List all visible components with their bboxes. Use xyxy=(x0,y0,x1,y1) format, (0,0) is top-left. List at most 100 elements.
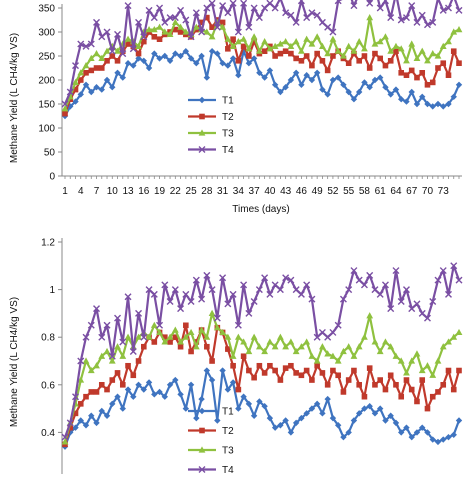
top-point-T4 xyxy=(103,28,111,36)
top-legend-marker-T3 xyxy=(198,129,206,136)
top-point-T2 xyxy=(408,67,415,74)
top-point-T4 xyxy=(255,14,263,22)
top-point-T3 xyxy=(271,42,279,49)
bottom-point-T2 xyxy=(88,389,95,395)
top-point-T2 xyxy=(345,60,352,66)
top-point-T2 xyxy=(225,46,231,52)
bottom-point-T4 xyxy=(66,419,74,427)
bottom-point-T2 xyxy=(225,346,231,352)
top-point-T2 xyxy=(398,70,405,76)
bottom-point-T4 xyxy=(324,333,332,341)
top-x-tick-label: 58 xyxy=(359,186,371,197)
top-point-T1 xyxy=(266,67,274,74)
bottom-point-T2 xyxy=(135,358,142,364)
top-point-T2 xyxy=(288,50,294,57)
bottom-point-T4 xyxy=(371,286,379,294)
top-point-T2 xyxy=(272,53,278,59)
top-point-T3 xyxy=(103,47,111,54)
top-legend-marker-T2 xyxy=(199,113,205,120)
bottom-point-T4 xyxy=(287,276,295,284)
top-legend: T1 T2 T3 T4 xyxy=(188,96,234,156)
bottom-point-T2 xyxy=(382,386,389,393)
bottom-point-T4 xyxy=(402,286,410,294)
bottom-point-T1 xyxy=(240,393,247,400)
bottom-point-T1 xyxy=(114,393,121,400)
bottom-point-T1 xyxy=(245,400,253,408)
top-point-T1 xyxy=(298,81,305,88)
bottom-point-T1 xyxy=(434,438,442,446)
top-point-T2 xyxy=(198,19,205,26)
top-point-T1 xyxy=(277,88,284,96)
bottom-point-T4 xyxy=(140,333,148,341)
bottom-point-T4 xyxy=(297,290,305,298)
top-x-tick-label: 13 xyxy=(122,186,134,197)
bottom-point-T2 xyxy=(414,398,420,405)
top-point-T2 xyxy=(88,67,95,74)
top-point-T4 xyxy=(171,14,179,22)
bottom-point-T4 xyxy=(93,305,101,313)
bottom-point-T3 xyxy=(292,347,300,355)
bottom-point-T4 xyxy=(318,328,326,336)
top-point-T1 xyxy=(455,81,463,88)
top-x-tick-label: 37 xyxy=(249,186,261,197)
top-point-T1 xyxy=(313,69,321,76)
top-point-T3 xyxy=(255,47,263,54)
bottom-point-T3 xyxy=(424,362,431,369)
top-x-tick-label: 70 xyxy=(422,186,434,197)
top-x-tick-label: 64 xyxy=(390,186,402,197)
top-point-T2 xyxy=(356,58,362,64)
bottom-point-T3 xyxy=(392,352,400,359)
top-point-T1 xyxy=(392,86,400,93)
bottom-point-T3 xyxy=(161,338,169,345)
bottom-series-T1 xyxy=(61,367,463,450)
bottom-point-T2 xyxy=(109,377,116,383)
bottom-point-T4 xyxy=(350,267,358,275)
bottom-point-T4 xyxy=(229,290,237,298)
top-point-T4 xyxy=(402,14,410,22)
top-point-T3 xyxy=(166,30,174,37)
bottom-point-T3 xyxy=(103,347,111,355)
bottom-point-T3 xyxy=(397,357,405,364)
bottom-point-T4 xyxy=(423,314,431,322)
bottom-point-T1 xyxy=(445,433,452,441)
bottom-series-T2 xyxy=(62,322,462,448)
top-point-T3 xyxy=(308,40,316,47)
bottom-point-T4 xyxy=(98,333,106,341)
top-x-tick-label: 49 xyxy=(312,186,324,197)
bottom-point-T3 xyxy=(287,338,295,345)
top-point-T4 xyxy=(324,23,332,31)
top-point-T4 xyxy=(82,42,90,50)
top-point-T2 xyxy=(293,55,299,62)
top-point-T4 xyxy=(381,0,389,5)
top-point-T4 xyxy=(266,0,274,7)
bottom-point-T3 xyxy=(182,333,190,340)
bottom-point-T1 xyxy=(172,376,179,384)
bottom-point-T4 xyxy=(355,276,363,284)
bottom-point-T1 xyxy=(319,410,326,417)
top-point-T3 xyxy=(371,40,379,47)
bottom-point-T1 xyxy=(256,398,263,405)
bottom-point-T1 xyxy=(429,436,436,443)
bottom-point-T1 xyxy=(308,405,316,412)
top-point-T2 xyxy=(172,26,179,33)
top-point-T3 xyxy=(382,33,389,40)
bottom-point-T3 xyxy=(192,343,200,350)
bottom-point-T4 xyxy=(397,298,405,305)
top-point-T3 xyxy=(287,42,295,49)
top-point-T4 xyxy=(423,21,431,29)
bottom-point-T3 xyxy=(371,338,379,345)
top-point-T2 xyxy=(277,50,284,57)
bottom-point-T4 xyxy=(166,298,174,305)
bottom-point-T4 xyxy=(103,321,111,329)
bottom-point-T2 xyxy=(424,405,431,412)
bottom-point-T1 xyxy=(235,405,242,412)
bottom-point-T3 xyxy=(198,326,205,333)
bottom-point-T1 xyxy=(145,379,153,386)
top-point-T4 xyxy=(77,40,85,48)
top-point-T3 xyxy=(361,45,368,52)
top-point-T4 xyxy=(229,0,237,7)
top-point-T4 xyxy=(455,6,463,14)
top-point-T3 xyxy=(261,38,269,45)
top-point-T2 xyxy=(98,65,105,71)
top-point-T2 xyxy=(372,50,378,57)
